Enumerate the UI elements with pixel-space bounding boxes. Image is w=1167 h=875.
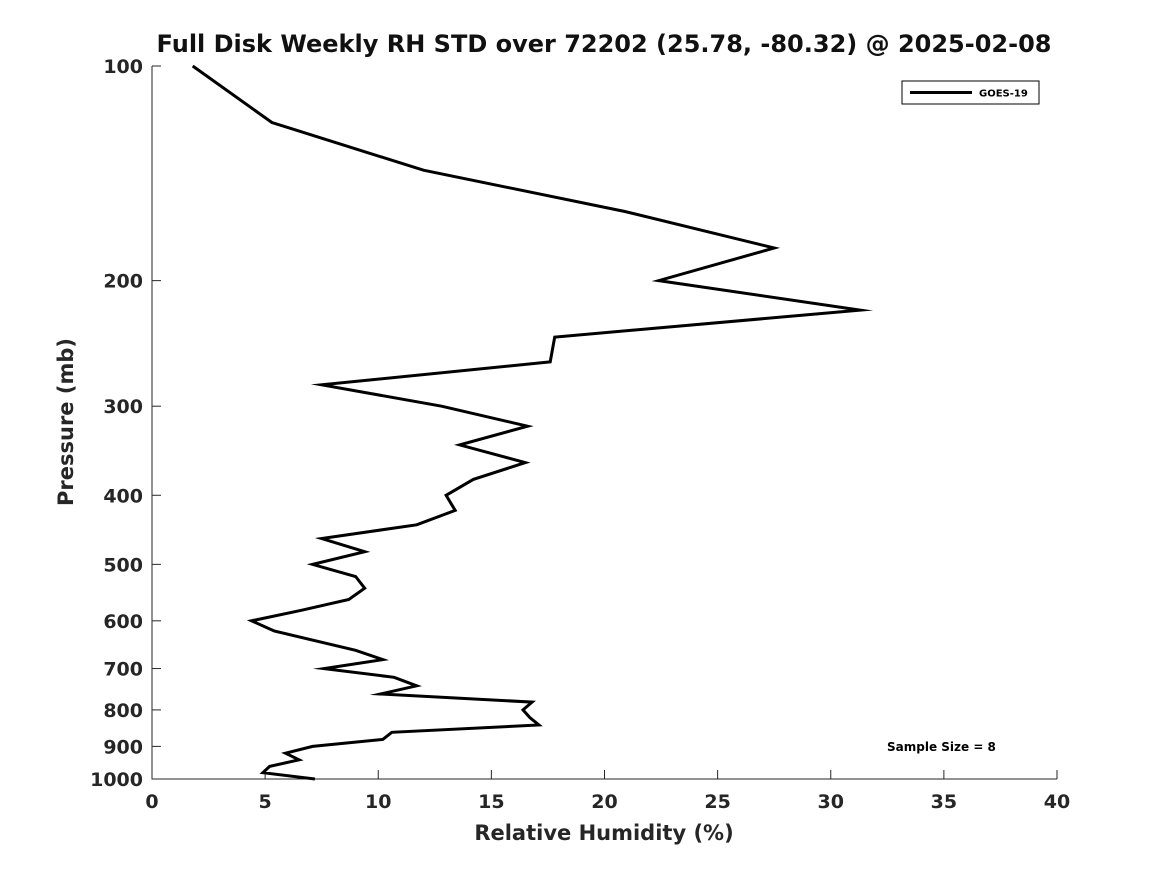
plot-area: 0 5 10 15 20 25 30 35 40 100 200 300 400 500 600 700 80… — [90, 56, 1070, 813]
x-axis: 0 5 10 15 20 25 30 35 40 — [145, 770, 1070, 813]
series-line-goes-19 — [191, 64, 874, 781]
x-tick-label: 40 — [1044, 791, 1070, 813]
y-tick-label: 500 — [103, 554, 143, 576]
x-axis-label: Relative Humidity (%) — [474, 821, 733, 845]
y-axis-label: Pressure (mb) — [54, 338, 78, 506]
x-tick-label: 20 — [591, 791, 617, 813]
x-tick-label: 25 — [704, 791, 730, 813]
y-tick-label: 200 — [103, 271, 143, 293]
y-tick-label: 100 — [103, 56, 143, 78]
x-tick-label: 15 — [478, 791, 504, 813]
y-tick-label: 400 — [103, 485, 143, 507]
y-tick-label: 700 — [103, 659, 143, 681]
y-tick-label: 800 — [103, 700, 143, 722]
legend: GOES-19 — [901, 80, 1040, 105]
x-tick-label: 35 — [931, 791, 957, 813]
x-tick-label: 10 — [365, 791, 391, 813]
x-tick-label: 30 — [818, 791, 844, 813]
x-tick-label: 5 — [259, 791, 272, 813]
x-tick-label: 0 — [145, 791, 158, 813]
y-axis: 100 200 300 400 500 600 700 800 900 1000 — [90, 56, 161, 791]
chart-title: Full Disk Weekly RH STD over 72202 (25.7… — [157, 30, 1052, 58]
series-layer — [191, 64, 874, 781]
legend-label-goes-19: GOES-19 — [979, 89, 1028, 100]
y-tick-label: 300 — [103, 396, 143, 418]
y-tick-label: 600 — [103, 611, 143, 633]
y-tick-label: 900 — [103, 736, 143, 758]
axis-lines — [151, 66, 1057, 780]
y-tick-label: 1000 — [90, 769, 143, 791]
sample-size-annotation: Sample Size = 8 — [887, 740, 996, 754]
